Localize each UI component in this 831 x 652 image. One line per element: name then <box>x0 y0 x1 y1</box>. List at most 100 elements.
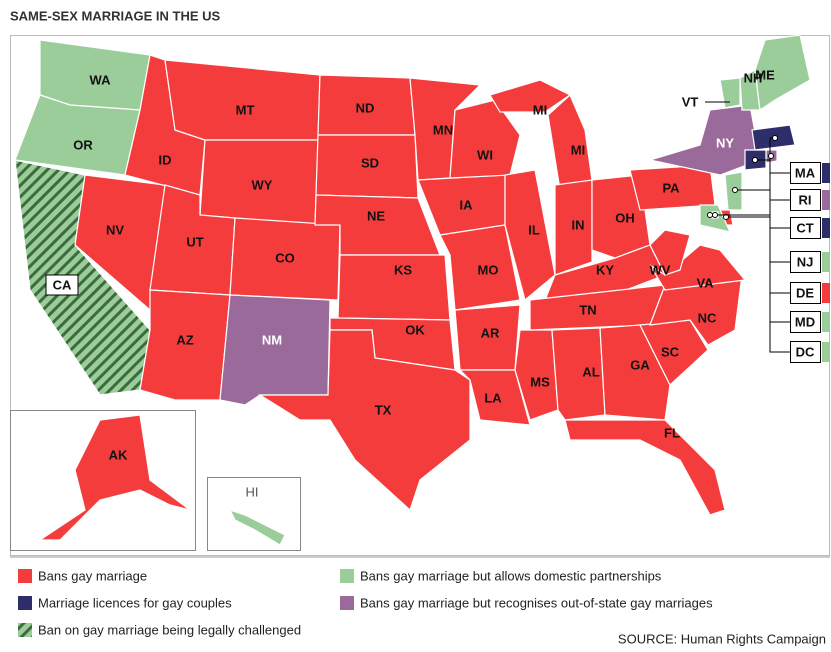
callout-swatch <box>822 163 830 183</box>
state-label: AL <box>582 364 599 379</box>
source: SOURCE: Human Rights Campaign <box>618 631 826 646</box>
state <box>599 324 671 421</box>
state-label: WI <box>477 147 493 162</box>
legend-label: Bans gay marriage but recognises out-of-… <box>360 595 713 610</box>
state-label: WA <box>90 72 112 87</box>
state <box>257 329 471 512</box>
state-label: MN <box>433 122 453 137</box>
callout-box <box>790 251 821 273</box>
state-label: FL <box>664 425 680 440</box>
state-label: MT <box>236 102 255 117</box>
state <box>504 169 556 302</box>
state-label: CA <box>53 277 72 292</box>
state-label: MI <box>533 102 547 117</box>
state-label: MD <box>795 314 815 329</box>
legend-swatch <box>18 623 32 637</box>
state-label: RI <box>799 192 812 207</box>
leader-line <box>715 214 790 353</box>
state-label: IN <box>572 217 585 232</box>
state <box>547 93 593 191</box>
state <box>554 179 593 276</box>
legend-swatch <box>340 596 354 610</box>
state-label: ME <box>755 67 775 82</box>
callout-swatch <box>822 283 830 303</box>
leader-dot <box>768 153 774 159</box>
state-label: KS <box>394 262 412 277</box>
callout-swatch <box>822 218 830 238</box>
state-label: NC <box>698 310 717 325</box>
state-label: LA <box>484 390 502 405</box>
state-label: MS <box>530 374 550 389</box>
state-label: ND <box>356 100 375 115</box>
state <box>489 79 572 113</box>
state-label: OH <box>615 210 635 225</box>
legend-swatch <box>340 569 354 583</box>
state-label: HI <box>246 484 259 499</box>
state <box>449 99 521 179</box>
callout-swatch <box>822 312 830 332</box>
state-label: NH <box>744 70 763 85</box>
state-label: SD <box>361 155 379 170</box>
title: SAME-SEX MARRIAGE IN THE US <box>10 8 221 23</box>
leader-dot <box>752 157 758 163</box>
state <box>219 294 331 406</box>
state-label: NJ <box>797 254 814 269</box>
callout-box <box>790 189 821 211</box>
state <box>228 508 286 546</box>
state <box>38 414 191 541</box>
state-label: OK <box>405 322 425 337</box>
leader-dot <box>712 212 718 218</box>
state-label: NM <box>262 332 282 347</box>
state-label: GA <box>630 357 650 372</box>
state-label: IL <box>528 222 540 237</box>
state-label: VA <box>696 275 714 290</box>
state <box>564 419 726 516</box>
legend-label: Bans gay marriage but allows domestic pa… <box>360 568 662 583</box>
state <box>754 34 811 112</box>
leader-dot <box>772 135 778 141</box>
state-label: VT <box>682 94 699 109</box>
state-label: TX <box>375 402 392 417</box>
state-label: DE <box>796 285 814 300</box>
label-box <box>45 274 79 296</box>
state <box>551 327 606 421</box>
state-label: CT <box>796 220 813 235</box>
state-label: KY <box>596 262 614 277</box>
state-label: MA <box>795 165 816 180</box>
callout-swatch <box>822 252 830 272</box>
state <box>458 369 531 426</box>
callout-box <box>790 282 821 304</box>
leader-dot <box>732 187 738 193</box>
leader-dot <box>707 212 713 218</box>
state-label: NV <box>106 222 124 237</box>
legend-swatch <box>18 596 32 610</box>
callout-box <box>790 217 821 239</box>
state-label: AK <box>109 447 128 462</box>
state-label: WY <box>252 177 273 192</box>
state-label: UT <box>186 234 203 249</box>
legend-swatch <box>18 569 32 583</box>
state-label: MO <box>478 262 499 277</box>
state-label: NE <box>367 208 385 223</box>
state-label: PA <box>662 180 680 195</box>
state-label: TN <box>579 302 596 317</box>
state <box>439 224 521 311</box>
state-label: DC <box>796 344 815 359</box>
state-label: OR <box>73 137 93 152</box>
callout-box <box>790 162 821 184</box>
state-label: NY <box>716 135 734 150</box>
state-label: MI <box>571 142 585 157</box>
state <box>719 77 741 109</box>
hawaii-inset <box>207 477 301 551</box>
state-label: CO <box>275 250 295 265</box>
callout-box <box>790 311 821 333</box>
callout-swatch <box>822 190 830 210</box>
legend-label: Ban on gay marriage being legally challe… <box>38 622 301 637</box>
state-label: AZ <box>176 332 193 347</box>
state <box>649 229 691 276</box>
state-label: ID <box>159 152 172 167</box>
legend-label: Marriage licences for gay couples <box>38 595 232 610</box>
callout-swatch <box>822 342 830 362</box>
state-label: IA <box>460 197 474 212</box>
